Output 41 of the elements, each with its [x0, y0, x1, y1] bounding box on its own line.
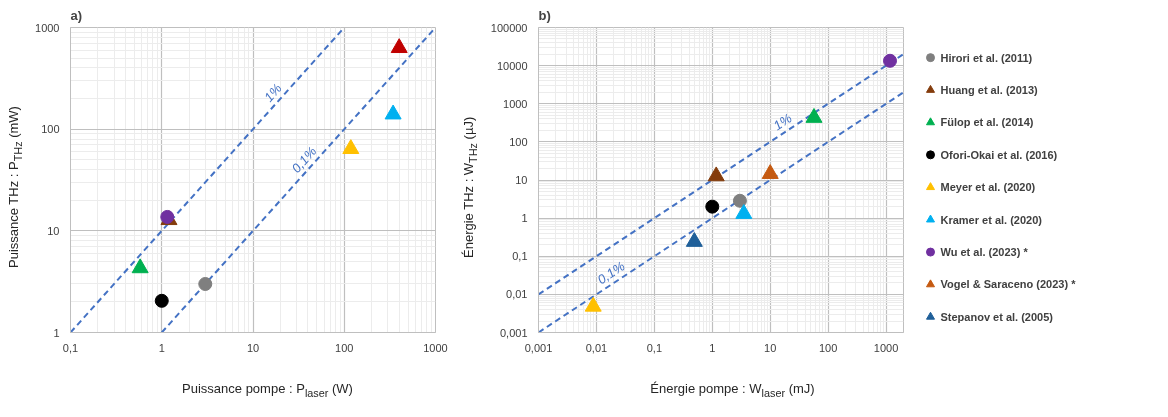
y-tick-label: 0,001: [499, 326, 528, 339]
y-tick-label: 10000: [496, 59, 528, 72]
x-tick-label: 0,01: [585, 341, 608, 354]
legend-label: Meyer et al. (2020): [940, 181, 1036, 194]
x-tick-label: 0,1: [62, 341, 79, 354]
y-tick-label: 1000: [35, 21, 60, 34]
x-axis-title: Énergie pompe : W$_{laser}$ (mJ): [650, 380, 815, 401]
legend-label: Ofori-Okai et al. (2016): [940, 148, 1058, 161]
y-tick-label: 0,01: [506, 288, 528, 301]
y-tick-label: 1: [521, 212, 528, 225]
x-tick-label: 100: [335, 341, 354, 354]
x-tick-label: 1000: [873, 341, 899, 354]
text: 1%: [261, 80, 285, 105]
legend-label: Stepanov et al. (2005): [940, 310, 1054, 323]
y-tick-label: 10: [47, 224, 60, 237]
legend-label: Hirori et al. (2011): [940, 51, 1033, 64]
x-tick-label: 1000: [423, 341, 448, 354]
x-tick-label: 100: [818, 341, 838, 354]
chart-title: b): [538, 7, 551, 23]
x-axis-title: Puissance pompe : P$_{laser}$ (W): [182, 380, 353, 401]
legend-label: Vogel & Saraceno (2023) *: [940, 278, 1077, 291]
y-tick-label: 100000: [490, 21, 528, 34]
y-tick-label: 10: [515, 174, 528, 186]
legend-label: Huang et al. (2013): [940, 84, 1039, 97]
y-tick-label: 100: [41, 123, 60, 136]
chart-title: a): [70, 7, 83, 23]
y-tick-label: 1: [53, 326, 60, 339]
x-tick-label: 10: [764, 341, 777, 354]
text: 0,1%: [594, 258, 628, 288]
x-tick-label: 10: [246, 341, 260, 354]
y-tick-label: 100: [509, 135, 528, 148]
x-tick-label: 0,1: [646, 341, 663, 354]
x-tick-label: 1: [158, 341, 165, 354]
y-tick-label: 0,1: [512, 250, 528, 263]
x-tick-label: 0,001: [524, 341, 553, 354]
y-tick-label: 1000: [503, 97, 528, 110]
x-tick-label: 1: [709, 341, 716, 354]
legend-label: Fülop et al. (2014): [940, 116, 1034, 129]
legend-label: Kramer et al. (2020): [940, 213, 1043, 226]
legend-label: Wu et al. (2023) *: [940, 246, 1029, 259]
text: 1%: [770, 110, 795, 134]
